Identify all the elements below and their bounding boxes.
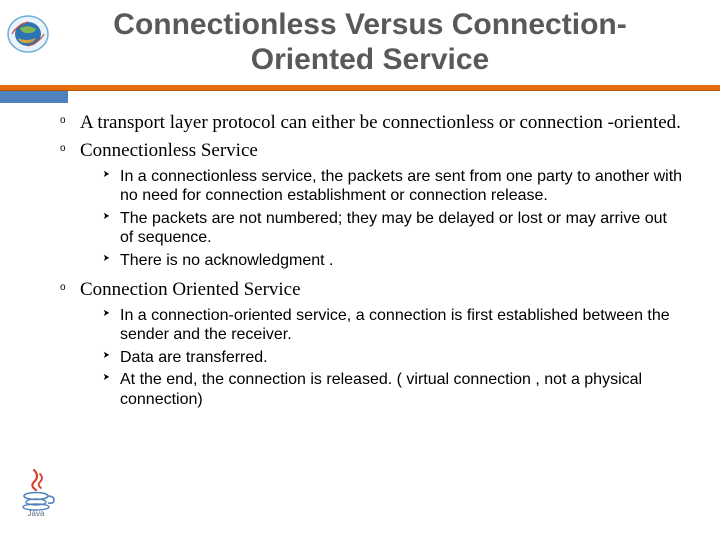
slide-body: A transport layer protocol can either be… [0,99,720,409]
bullet-level1: Connectionless Service [60,139,684,163]
bullet-level2: There is no acknowledgment . [102,251,684,271]
slide-title: Connectionless Versus Connection-Oriente… [60,8,680,77]
bullet-level2: Data are transferred. [102,348,684,368]
sublist: In a connection-oriented service, a conn… [102,306,684,410]
globe-logo-icon [6,14,50,54]
bullet-level2: In a connectionless service, the packets… [102,167,684,206]
accent-divider [0,85,720,99]
bullet-level1: A transport layer protocol can either be… [60,111,684,135]
bullet-level2: The packets are not numbered; they may b… [102,209,684,248]
java-logo-label: Java [28,509,45,518]
bullet-level1: Connection Oriented Service [60,278,684,302]
sublist: In a connectionless service, the packets… [102,167,684,271]
bullet-level2: At the end, the connection is released. … [102,370,684,409]
java-logo-icon: Java [16,466,56,518]
bullet-level2: In a connection-oriented service, a conn… [102,306,684,345]
